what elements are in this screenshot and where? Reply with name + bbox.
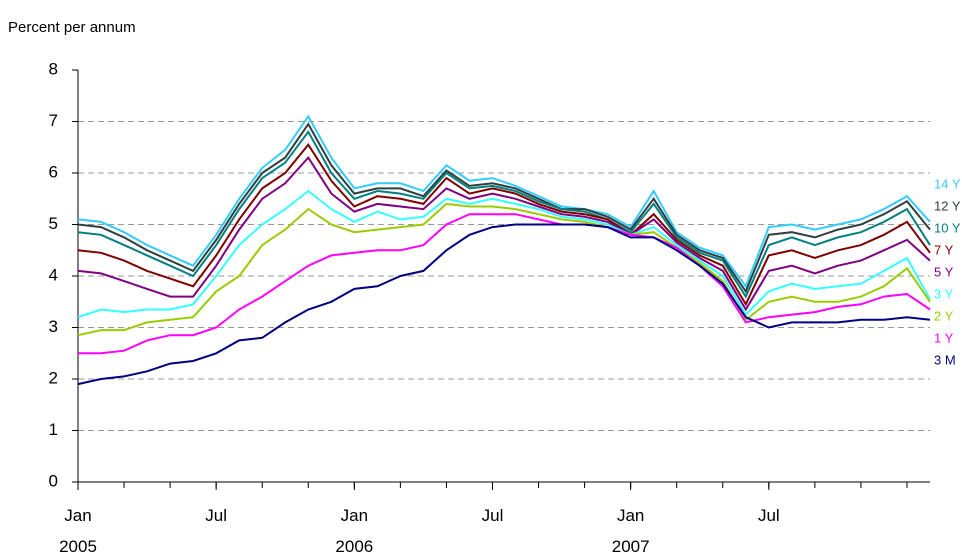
y-tick-label: 1 bbox=[49, 420, 58, 439]
y-tick-label: 3 bbox=[49, 317, 58, 336]
series-line bbox=[77, 142, 931, 307]
y-tick-label: 8 bbox=[49, 59, 58, 78]
legend-label: 7 Y bbox=[934, 242, 954, 257]
x-tick-label-line: Jan bbox=[341, 506, 368, 525]
legend-label: 3 M bbox=[934, 352, 956, 367]
y-tick-label: 5 bbox=[49, 214, 58, 233]
y-tick-label: 7 bbox=[49, 111, 58, 130]
legend-label: 12 Y bbox=[934, 198, 961, 213]
series-line bbox=[77, 122, 931, 294]
series-line bbox=[77, 129, 931, 299]
legend-label: 1 Y bbox=[934, 330, 954, 345]
x-tick-label: Jul bbox=[482, 506, 504, 525]
x-tick-label: Jan 2007 bbox=[612, 506, 650, 556]
x-tick-label-line: 2005 bbox=[59, 537, 97, 556]
x-tick-label: Jan 2005 bbox=[59, 506, 97, 556]
legend-label: 14 Y bbox=[934, 176, 961, 191]
legend-label: 2 Y bbox=[934, 308, 954, 323]
legend-label: 3 Y bbox=[934, 286, 954, 301]
x-tick-label: Jul bbox=[205, 506, 227, 525]
x-tick-label: Jan 2006 bbox=[335, 506, 373, 556]
series-line bbox=[77, 189, 931, 319]
x-tick-label-line: Jan bbox=[64, 506, 91, 525]
series-line bbox=[78, 213, 931, 355]
y-tick-label: 4 bbox=[49, 265, 58, 284]
y-tick-label: 6 bbox=[49, 162, 58, 181]
y-tick-label: 2 bbox=[49, 368, 58, 387]
x-tick-label-line: Jul bbox=[482, 506, 504, 525]
legend-label: 5 Y bbox=[934, 264, 954, 279]
series-line bbox=[77, 223, 931, 386]
series-line bbox=[77, 155, 931, 312]
series-line bbox=[77, 114, 931, 289]
series-line bbox=[77, 202, 931, 337]
x-tick-label: Jul bbox=[758, 506, 780, 525]
x-tick-label-line: 2007 bbox=[612, 537, 650, 556]
x-tick-label-line: Jul bbox=[205, 506, 227, 525]
y-tick-label: 0 bbox=[49, 471, 58, 490]
x-tick-label-line: Jul bbox=[758, 506, 780, 525]
x-tick-label-line: Jan bbox=[617, 506, 644, 525]
y-axis-label: Percent per annum bbox=[8, 19, 136, 36]
legend-label: 10 Y bbox=[934, 220, 961, 235]
x-tick-label-line: 2006 bbox=[335, 537, 373, 556]
